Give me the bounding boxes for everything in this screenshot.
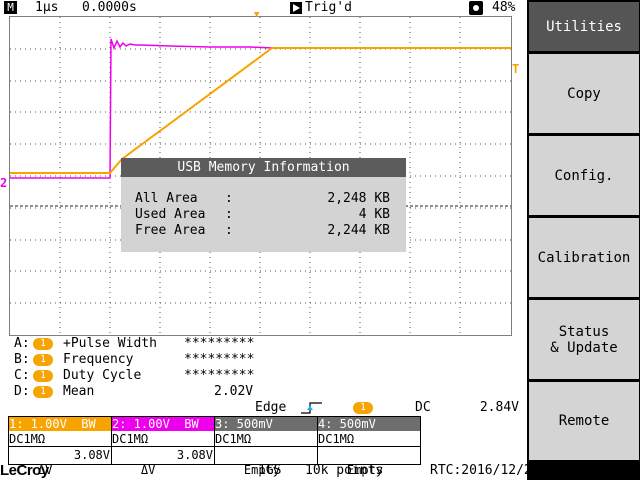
divider xyxy=(318,446,420,447)
dialog-title: USB Memory Information xyxy=(121,158,406,177)
channel-1-delta: ΔV 3.08V xyxy=(9,448,111,477)
channel-4-coupling: DC1MΩ xyxy=(318,432,355,446)
status-bar: M 1µs 0.0000s Trig'd 48% xyxy=(0,0,527,16)
source-badge: 1 xyxy=(33,338,53,350)
channel-4-delta: Empty xyxy=(318,448,420,477)
row-value: 2,248 KB xyxy=(327,191,390,206)
delta-label: ΔV xyxy=(140,463,156,477)
measurement-slot: C: xyxy=(14,368,30,383)
play-icon xyxy=(290,2,302,14)
trigger-level-marker[interactable]: T xyxy=(512,62,520,76)
channel-3-coupling: DC1MΩ xyxy=(215,432,252,446)
measurement-a[interactable]: A: 1 +Pulse Width ********* xyxy=(14,336,274,352)
brand-logo: LeCroy xyxy=(0,462,49,479)
sample-rate: 1GS xyxy=(258,463,282,478)
trigger-type: Edge xyxy=(255,400,287,415)
divider xyxy=(9,446,111,447)
source-badge: 1 xyxy=(33,354,53,366)
source-badge: 1 xyxy=(33,370,53,382)
row-label: All Area xyxy=(135,191,198,206)
channel-2-coupling: DC1MΩ xyxy=(112,432,149,446)
channel-3-box[interactable]: 3: 500mV DC1MΩ Empty xyxy=(214,416,318,477)
record-length: 10k points xyxy=(305,463,384,478)
sun-icon xyxy=(469,1,483,15)
trigger-status: Trig'd xyxy=(305,0,352,15)
bottom-status-bar: LeCroy 1GS 10k points RTC:2016/12/29 10:… xyxy=(0,462,610,480)
measurement-value: ********* xyxy=(184,368,255,383)
measurement-b[interactable]: B: 1 Frequency ********* xyxy=(14,352,274,368)
ch1-trace xyxy=(10,47,511,174)
trigger-level: 2.84V xyxy=(479,400,519,415)
trigger-info[interactable]: Edge 1 DC 2.84V xyxy=(250,400,525,416)
delta-label: ΔV xyxy=(37,463,53,477)
copy-button[interactable]: Copy xyxy=(529,54,639,133)
channel-3-delta: Empty xyxy=(215,448,317,477)
measurement-name: +Pulse Width xyxy=(63,336,157,351)
channel-4-header: 4: 500mV xyxy=(318,417,420,431)
status-update-button[interactable]: Status & Update xyxy=(529,300,639,379)
rising-edge-icon xyxy=(301,402,322,414)
divider xyxy=(215,446,317,447)
usb-memory-dialog: USB Memory Information All Area : 2,248 … xyxy=(121,158,406,252)
measurement-value: ********* xyxy=(184,336,255,351)
timebase-readout: 1µs xyxy=(35,0,59,15)
channel-2-header: 2: 1.00V BW xyxy=(112,417,214,431)
dialog-row-all-area: All Area : 2,248 KB xyxy=(135,191,390,207)
channel-1-coupling: DC1MΩ xyxy=(9,432,46,446)
channel-2-box[interactable]: 2: 1.00V BW DC1MΩ ΔV 3.08V xyxy=(111,416,215,477)
measurement-c[interactable]: C: 1 Duty Cycle ********* xyxy=(14,368,274,384)
source-badge: 1 xyxy=(33,386,53,398)
measurement-name: Frequency xyxy=(63,352,134,367)
measurement-slot: D: xyxy=(14,384,30,399)
channel-1-header: 1: 1.00V BW xyxy=(9,417,111,431)
delta-value: 3.08V xyxy=(176,448,213,462)
brightness-readout: 48% xyxy=(492,0,516,15)
measurement-d[interactable]: D: 1 Mean 2.02V xyxy=(14,384,274,400)
dialog-row-used-area: Used Area : 4 KB xyxy=(135,207,390,223)
delta-label: Empty xyxy=(346,463,384,477)
row-separator: : xyxy=(225,207,233,222)
config-button[interactable]: Config. xyxy=(529,136,639,215)
utilities-button[interactable]: Utilities xyxy=(529,2,639,51)
trigger-coupling: DC xyxy=(415,400,431,415)
trigger-position-marker[interactable]: ▼ xyxy=(254,10,260,20)
channel-1-box[interactable]: 1: 1.00V BW DC1MΩ ΔV 3.08V xyxy=(8,416,112,477)
ch2-trace xyxy=(10,38,511,179)
row-value: 2,244 KB xyxy=(327,223,390,238)
delay-readout: 0.0000s xyxy=(82,0,137,15)
row-label: Used Area xyxy=(135,207,206,222)
calibration-button[interactable]: Calibration xyxy=(529,218,639,297)
ch2-offset-marker[interactable]: 2 xyxy=(0,176,8,190)
measurement-name: Mean xyxy=(63,384,95,399)
row-label: Free Area xyxy=(135,223,206,238)
measurement-value: ********* xyxy=(184,352,255,367)
row-separator: : xyxy=(225,191,233,206)
measurement-value: 2.02V xyxy=(214,384,254,399)
channel-4-box[interactable]: 4: 500mV DC1MΩ Empty xyxy=(317,416,421,477)
divider xyxy=(112,446,214,447)
channel-3-header: 3: 500mV xyxy=(215,417,317,431)
delta-label: Empty xyxy=(243,463,281,477)
channel-2-delta: ΔV 3.08V xyxy=(112,448,214,477)
measurement-slot: A: xyxy=(14,336,30,351)
row-value: 4 KB xyxy=(358,207,390,222)
measurement-name: Duty Cycle xyxy=(63,368,142,383)
side-menu: Utilities Copy Config. Calibration Statu… xyxy=(527,0,640,480)
dialog-row-free-area: Free Area : 2,244 KB xyxy=(135,223,390,239)
delta-value: 3.08V xyxy=(73,448,110,462)
row-separator: : xyxy=(225,223,233,238)
trigger-source-badge: 1 xyxy=(353,402,373,414)
remote-button[interactable]: Remote xyxy=(529,382,639,460)
measurement-slot: B: xyxy=(14,352,30,367)
acquisition-mode-icon: M xyxy=(4,1,17,14)
